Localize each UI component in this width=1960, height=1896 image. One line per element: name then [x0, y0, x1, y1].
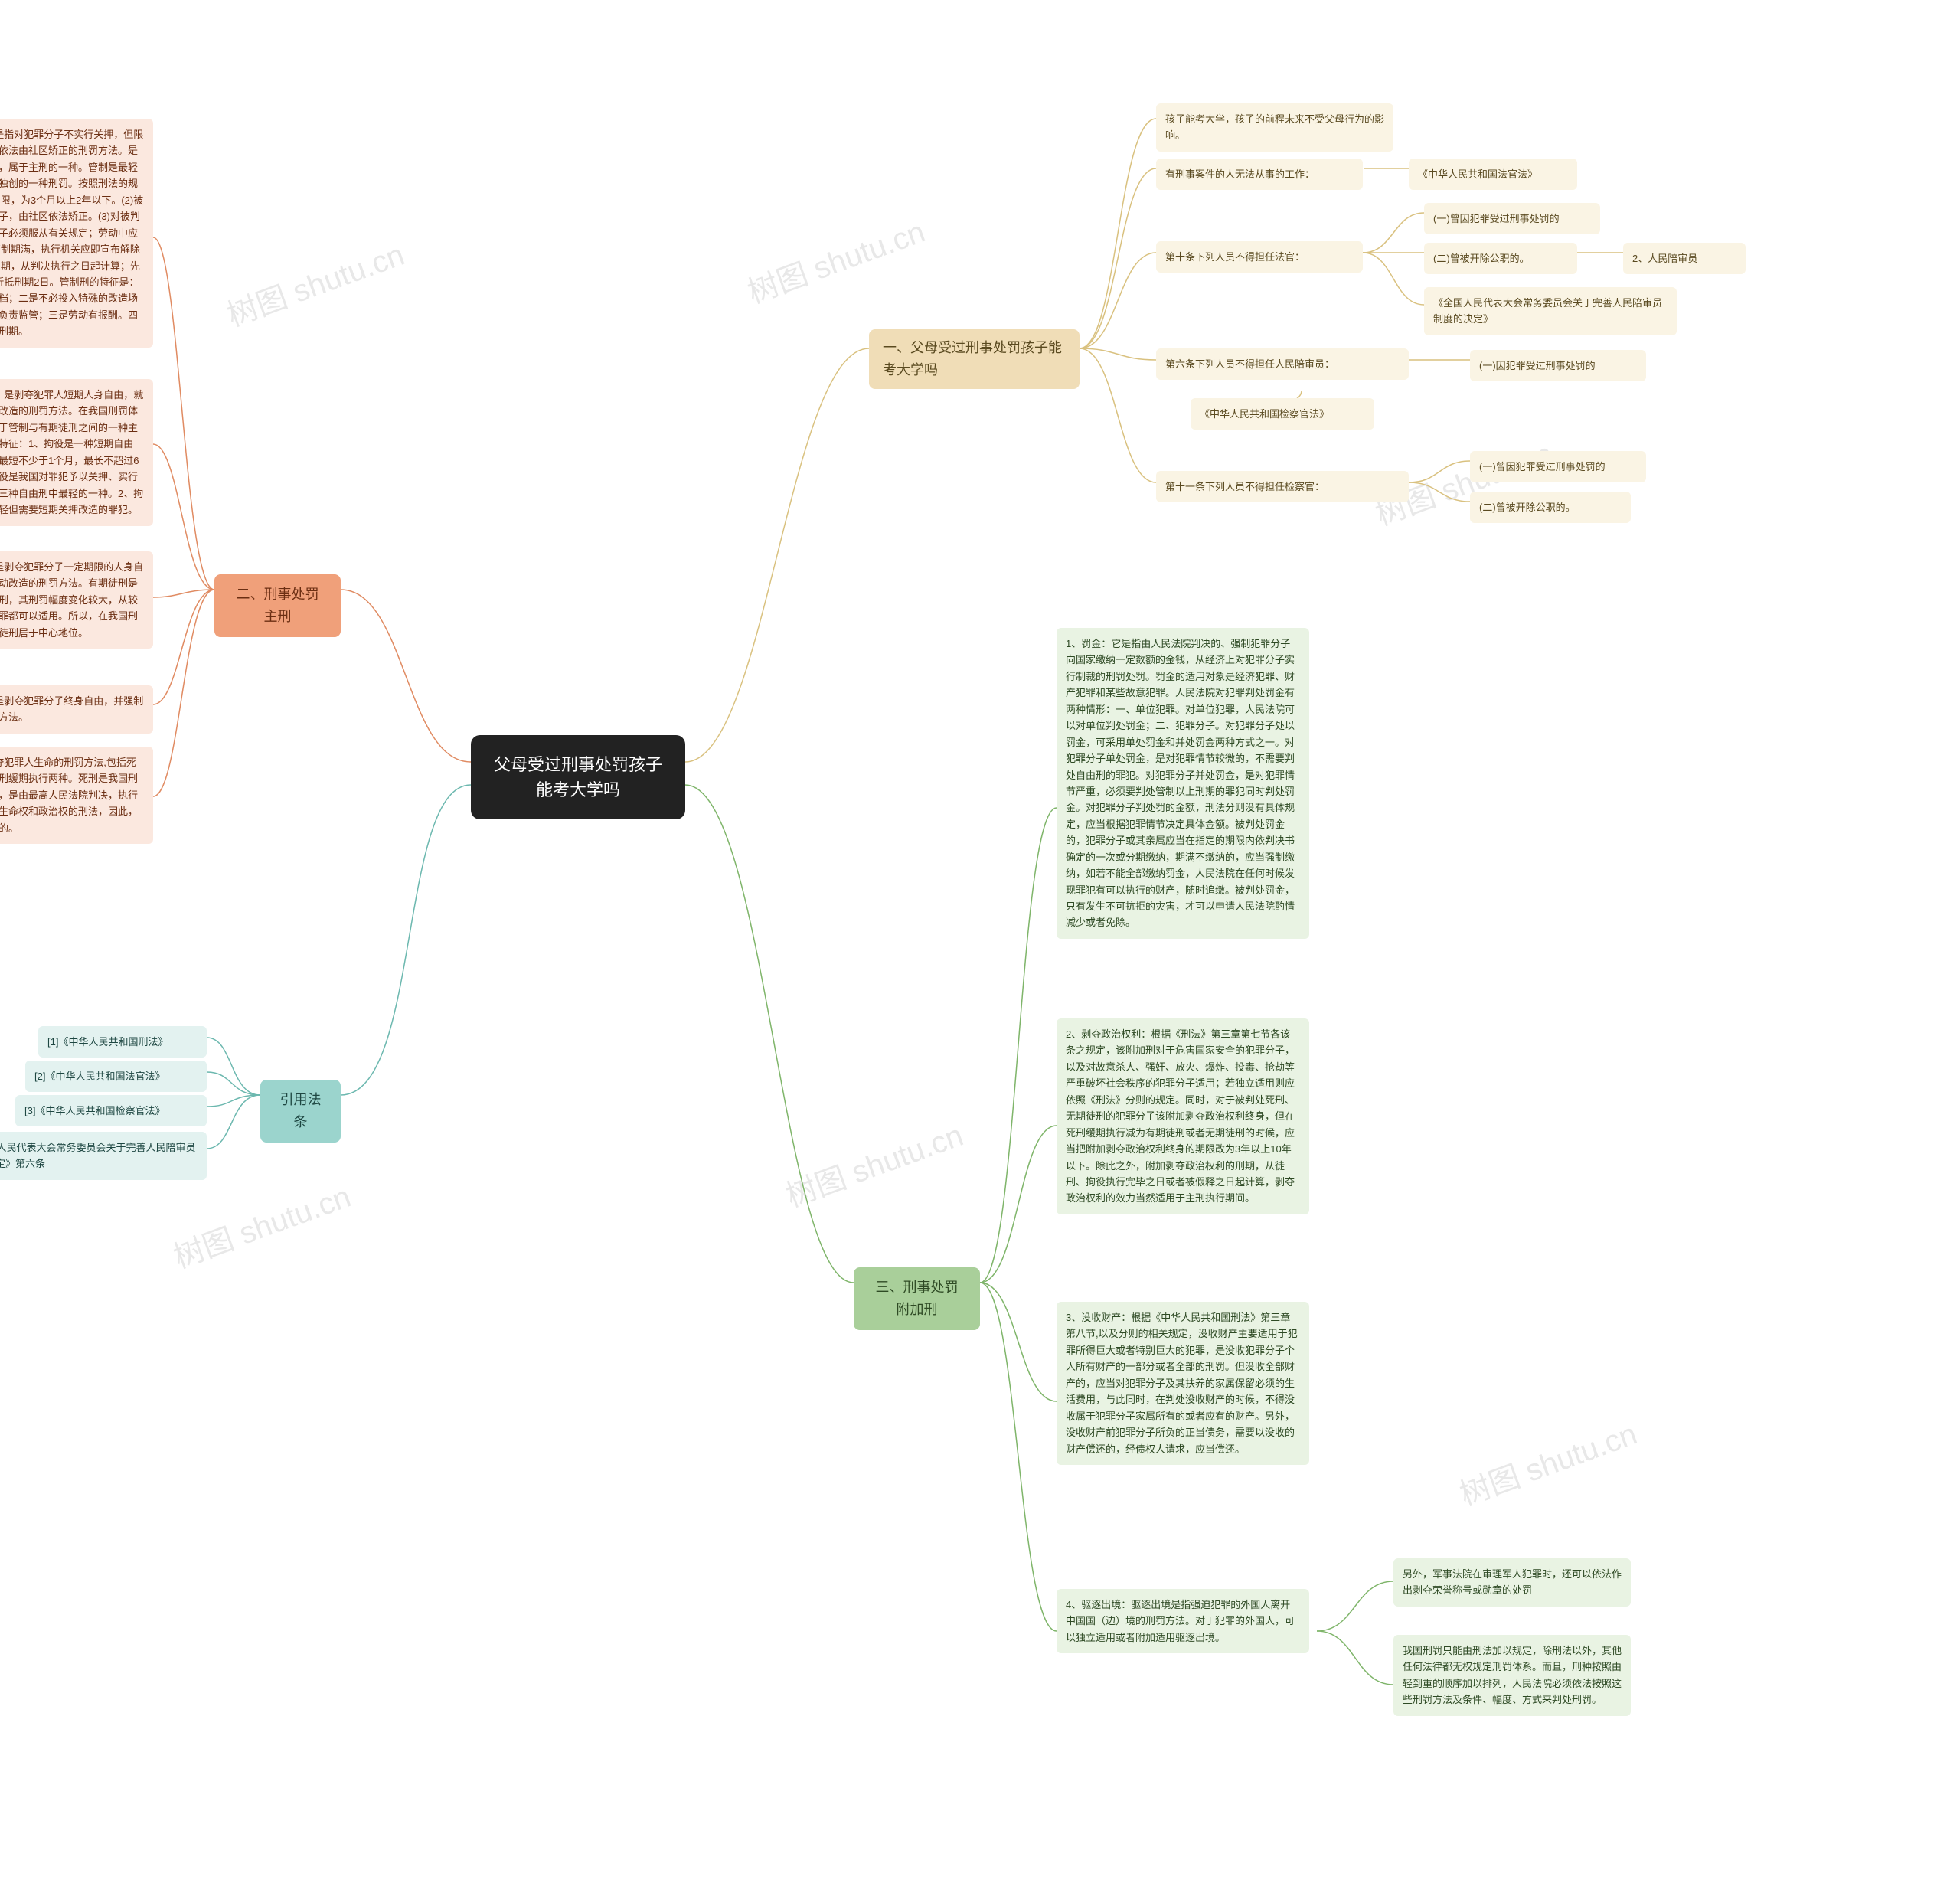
b2-p1: 1、管制：管制是指对犯罪分子不实行关押，但限制其一定自由，依法由社区矫正的刑罚方…: [0, 119, 153, 348]
b1-n4b: 《中华人民共和国检察官法》: [1191, 398, 1374, 430]
branch-1: 一、父母受过刑事处罚孩子能考大学吗: [869, 329, 1080, 389]
b1-n1: 孩子能考大学，孩子的前程未来不受父母行为的影响。: [1156, 103, 1393, 152]
b1-n4a: (一)因犯罪受过刑事处罚的: [1470, 350, 1646, 381]
b4-r1: [1]《中华人民共和国刑法》: [38, 1026, 207, 1058]
b3-p4: 4、驱逐出境：驱逐出境是指强迫犯罪的外国人离开中国国（边）境的刑罚方法。对于犯罪…: [1057, 1589, 1309, 1653]
watermark: 树图 shutu.cn: [166, 1172, 356, 1277]
watermark: 树图 shutu.cn: [220, 230, 410, 335]
b2-p4: 4、无期徒刑：是剥夺犯罪分子终身自由，并强制劳动改造的刑罚方法。: [0, 685, 153, 734]
b3-p2: 2、剥夺政治权利：根据《刑法》第三章第七节各该条之规定，该附加刑对于危害国家安全…: [1057, 1018, 1309, 1214]
b1-n5a: (一)曾因犯罪受过刑事处罚的: [1470, 451, 1646, 482]
b4-r3: [3]《中华人民共和国检察官法》: [15, 1095, 207, 1126]
b1-n5: 第十一条下列人员不得担任检察官：: [1156, 471, 1409, 502]
b3-p1: 1、罚金：它是指由人民法院判决的、强制犯罪分子向国家缴纳一定数额的金钱，从经济上…: [1057, 628, 1309, 939]
b1-n4: 第六条下列人员不得担任人民陪审员：: [1156, 348, 1409, 380]
center-topic: 父母受过刑事处罚孩子能考大学吗: [471, 735, 685, 819]
b1-n2a: 《中华人民共和国法官法》: [1409, 159, 1577, 190]
b1-n3b: (二)曾被开除公职的。: [1424, 243, 1577, 274]
b3-p4b: 我国刑罚只能由刑法加以规定，除刑法以外，其他任何法律都无权规定刑罚体系。而且，刑…: [1393, 1635, 1631, 1716]
b3-p3: 3、没收财产：根据《中华人民共和国刑法》第三章第八节,以及分则的相关规定，没收财…: [1057, 1302, 1309, 1465]
b1-n2: 有刑事案件的人无法从事的工作：: [1156, 159, 1363, 190]
b1-n3b2: 2、人民陪审员: [1623, 243, 1746, 274]
b1-n3: 第十条下列人员不得担任法官：: [1156, 241, 1363, 273]
b1-n3c: 《全国人民代表大会常务委员会关于完善人民陪审员制度的决定》: [1424, 287, 1677, 335]
watermark: 树图 shutu.cn: [740, 207, 930, 312]
b3-p4a: 另外，军事法院在审理军人犯罪时，还可以依法作出剥夺荣誉称号或勋章的处罚: [1393, 1558, 1631, 1607]
branch-4: 引用法条: [260, 1080, 341, 1143]
branch-3: 三、刑事处罚附加刑: [854, 1267, 980, 1330]
b2-p3: 3、有期徒刑：是剥夺犯罪分子一定期限的人身自由，实行强制劳动改造的刑罚方法。有期…: [0, 551, 153, 649]
watermark: 树图 shutu.cn: [779, 1110, 969, 1215]
b4-r2: [2]《中华人民共和国法官法》: [25, 1061, 207, 1092]
b1-n5b: (二)曾被开除公职的。: [1470, 492, 1631, 523]
b1-n3a: (一)曾因犯罪受过刑事处罚的: [1424, 203, 1600, 234]
b2-p2: 2、拘役：拘役，是剥夺犯罪人短期人身自由，就近实行强制劳动改造的刑罚方法。在我国…: [0, 379, 153, 526]
connector-lines: [0, 0, 1960, 1896]
watermark: 树图 shutu.cn: [1452, 1409, 1642, 1514]
branch-2: 二、刑事处罚主刑: [214, 574, 341, 637]
b2-p5: 5、死刑：是剥夺犯罪人生命的刑罚方法,包括死刑立即执行和死刑缓期执行两种。死刑是…: [0, 747, 153, 844]
b4-r4: [4]《全国人民代表大会常务委员会关于完善人民陪审员制度的决定》第六条: [0, 1132, 207, 1180]
